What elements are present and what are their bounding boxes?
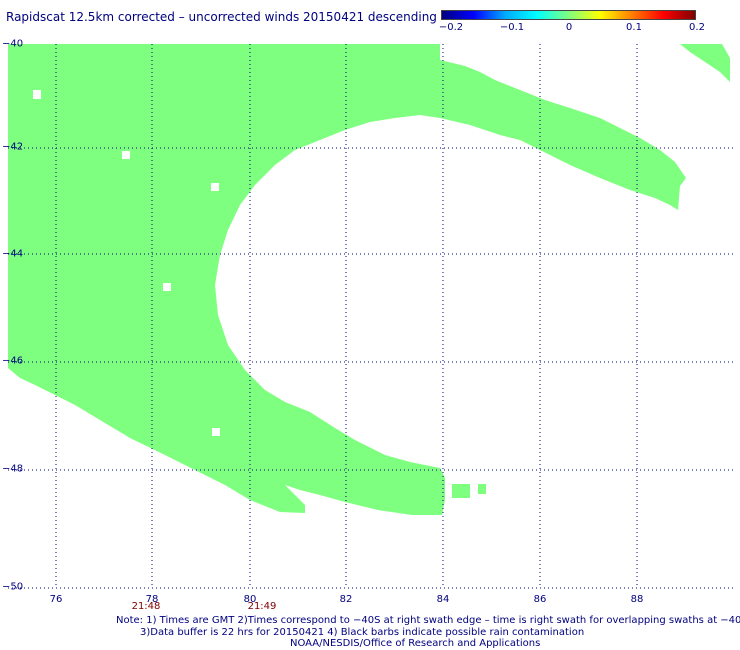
- colorbar: [441, 10, 696, 20]
- wind-data-swath: [8, 44, 730, 515]
- colorbar-tick: 0: [565, 22, 573, 33]
- lon-label: 88: [630, 594, 644, 605]
- lon-label: 82: [339, 594, 353, 605]
- lon-label: 78: [145, 594, 159, 605]
- data-gaps: [33, 90, 220, 436]
- graticule: [8, 44, 735, 589]
- lon-label: 84: [436, 594, 450, 605]
- note-line: NOAA/NESDIS/Office of Research and Appli…: [290, 638, 541, 649]
- map-title: Rapidscat 12.5km corrected – uncorrected…: [6, 10, 437, 24]
- colorbar-tick: −0.2: [438, 22, 464, 33]
- note-line: 3)Data buffer is 22 hrs for 20150421 4) …: [140, 627, 585, 638]
- swath-time-label: 21:48: [131, 601, 161, 612]
- colorbar-tick: −0.1: [499, 22, 525, 33]
- lat-label: −48: [2, 463, 24, 475]
- lon-label: 80: [243, 594, 257, 605]
- lat-label: −40: [2, 38, 24, 50]
- lat-label: −44: [2, 248, 24, 260]
- lon-label: 76: [49, 594, 63, 605]
- colorbar-tick: 0.1: [626, 22, 642, 33]
- swath-time-label: 21:49: [247, 601, 277, 612]
- lat-label: −42: [2, 141, 24, 153]
- lon-label: 86: [533, 594, 547, 605]
- note-line: Note: 1) Times are GMT 2)Times correspon…: [116, 615, 740, 626]
- lat-label: −50: [2, 581, 24, 593]
- colorbar-tick: 0.2: [689, 22, 705, 33]
- lat-label: −46: [2, 355, 24, 367]
